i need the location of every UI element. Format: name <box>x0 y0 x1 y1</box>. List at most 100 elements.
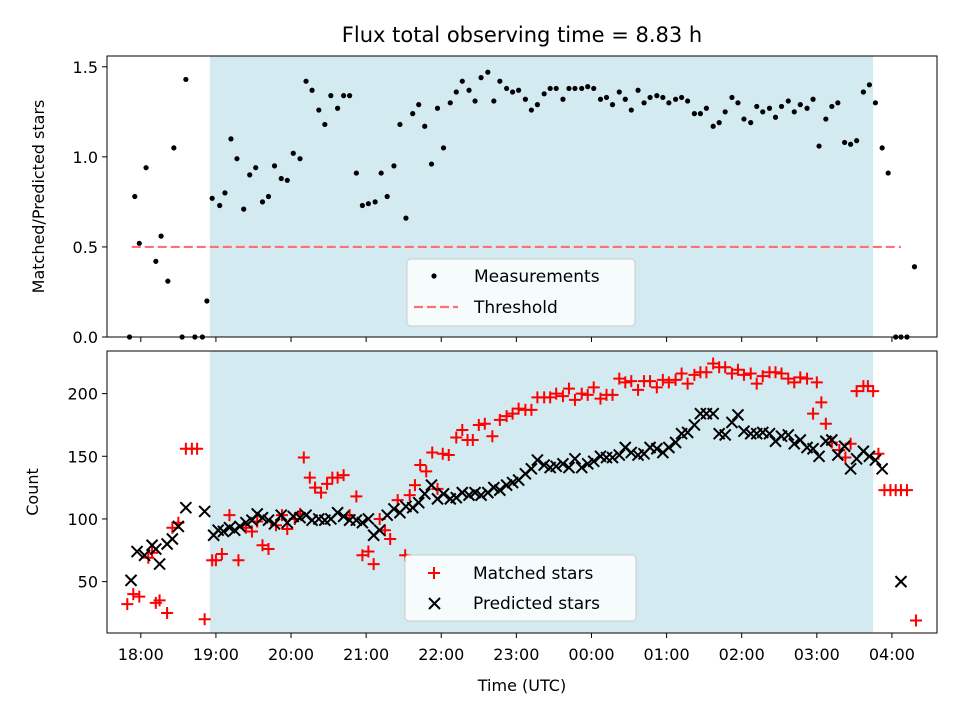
measurements-point-9 <box>183 76 189 83</box>
predicted-stars-point-21 <box>262 513 275 527</box>
measurements-point-114 <box>842 139 848 146</box>
measurements-point-93 <box>710 123 716 129</box>
matched-stars-point-100 <box>731 363 744 376</box>
matched-stars-point-35 <box>331 471 344 484</box>
matched-stars-point-70 <box>544 391 557 404</box>
predicted-stars-point-85 <box>662 441 676 454</box>
ratio-ytick-label-3: 1.5 <box>73 58 98 77</box>
predicted-stars-point-47 <box>425 478 438 492</box>
counts-panel: 50 100 150 200 18:00 19:00 20:00 21:00 22:00 23:… <box>23 350 938 695</box>
predicted-stars-point-117 <box>863 450 876 463</box>
counts-ytick-label-1: 100 <box>67 510 98 529</box>
measurements-point-121 <box>885 170 891 176</box>
xtick-label-9: 03:00 <box>794 645 840 664</box>
predicted-stars-point-92 <box>706 407 720 420</box>
predicted-stars-point-10 <box>198 505 211 518</box>
matched-stars-point-93 <box>688 368 701 381</box>
predicted-stars-point-114 <box>844 462 857 476</box>
matched-stars-point-122 <box>861 380 874 393</box>
matched-stars-point-15 <box>209 554 222 567</box>
matched-stars-point-13 <box>198 613 211 626</box>
matched-stars-point-80 <box>606 388 619 401</box>
matched-stars-point-52 <box>431 482 444 495</box>
measurements-point-106 <box>791 109 797 115</box>
matched-stars-point-81 <box>613 372 626 385</box>
measurements-point-70 <box>566 85 572 92</box>
measurements-point-92 <box>703 105 710 111</box>
measurements-point-23 <box>271 163 278 169</box>
measurements-point-75 <box>597 96 604 102</box>
predicted-stars-point-45 <box>412 496 425 509</box>
ratio-ytick-label-1: 0.5 <box>73 238 98 257</box>
matched-stars-point-26 <box>281 522 294 535</box>
measurements-point-71 <box>572 85 578 92</box>
measurements-point-125 <box>911 264 918 270</box>
measurements-point-5 <box>158 233 164 239</box>
matched-stars-point-44 <box>384 533 397 545</box>
matched-stars-point-49 <box>414 459 427 472</box>
matched-stars-point-75 <box>575 387 588 400</box>
measurements-point-66 <box>541 91 547 97</box>
matched-stars-point-2 <box>133 590 146 603</box>
measurements-point-82 <box>641 100 647 106</box>
predicted-stars-point-101 <box>763 427 776 440</box>
matched-stars-point-51 <box>426 446 439 459</box>
matched-stars-point-111 <box>801 372 814 385</box>
measurements-point-53 <box>459 78 465 84</box>
ratio-panel: 0.0 0.5 1.0 1.5 Matched/Predicted stars Mea… <box>29 55 938 347</box>
measurements-point-48 <box>428 161 435 167</box>
predicted-stars-point-8 <box>172 520 185 533</box>
matched-stars-point-36 <box>337 469 350 482</box>
measurements-point-67 <box>547 85 553 92</box>
ratio-x-ticks <box>140 337 893 342</box>
predicted-stars-point-2 <box>138 549 151 562</box>
predicted-stars-point-15 <box>228 524 241 537</box>
measurements-point-37 <box>359 202 365 209</box>
predicted-stars-point-120 <box>894 575 908 588</box>
predicted-stars-point-19 <box>251 507 264 521</box>
predicted-stars-point-16 <box>233 520 247 533</box>
measurements-point-98 <box>741 116 747 122</box>
predicted-stars-point-39 <box>373 524 386 537</box>
predicted-stars-point-64 <box>531 453 544 467</box>
predicted-stars-legend-icon <box>428 597 441 610</box>
matched-stars-point-96 <box>707 357 720 370</box>
measurements-point-61 <box>510 89 516 95</box>
matched-stars-point-83 <box>625 375 638 388</box>
measurements-point-80 <box>628 107 634 113</box>
matched-stars-point-17 <box>223 509 236 522</box>
matched-stars-point-62 <box>493 413 506 426</box>
xtick-label-6: 00:00 <box>568 645 614 664</box>
measurements-point-81 <box>635 87 641 93</box>
measurements-point-45 <box>410 111 416 117</box>
predicted-stars-point-70 <box>568 452 582 465</box>
matched-stars-point-48 <box>408 479 421 492</box>
measurements-point-17 <box>234 156 240 162</box>
measurements-point-3 <box>143 165 149 171</box>
matched-stars-legend-label: Matched stars <box>473 564 593 584</box>
xtick-label-1: 19:00 <box>193 645 239 664</box>
matched-stars-point-108 <box>782 372 795 385</box>
measurements-point-77 <box>609 102 616 108</box>
ratio-frame <box>106 55 938 338</box>
predicted-stars-point-68 <box>556 457 570 471</box>
measurements-point-14 <box>217 202 223 209</box>
matched-stars-point-16 <box>215 548 228 561</box>
matched-stars-point-74 <box>568 393 581 406</box>
measurements-point-54 <box>466 87 472 93</box>
matched-stars-point-82 <box>619 376 632 389</box>
measurements-point-49 <box>434 105 441 111</box>
measurements-point-90 <box>691 111 697 117</box>
xtick-label-7: 01:00 <box>644 645 690 664</box>
matched-stars-point-30 <box>303 471 316 484</box>
matched-stars-point-107 <box>775 367 788 380</box>
matched-stars-point-41 <box>367 558 380 571</box>
matched-stars-point-77 <box>587 381 600 394</box>
matched-stars-point-53 <box>436 447 449 460</box>
measurements-point-96 <box>729 94 735 101</box>
measurements-point-116 <box>854 138 860 144</box>
matched-stars-point-76 <box>581 388 594 401</box>
matched-stars-point-73 <box>562 382 575 395</box>
xtick-label-4: 22:00 <box>418 645 464 664</box>
